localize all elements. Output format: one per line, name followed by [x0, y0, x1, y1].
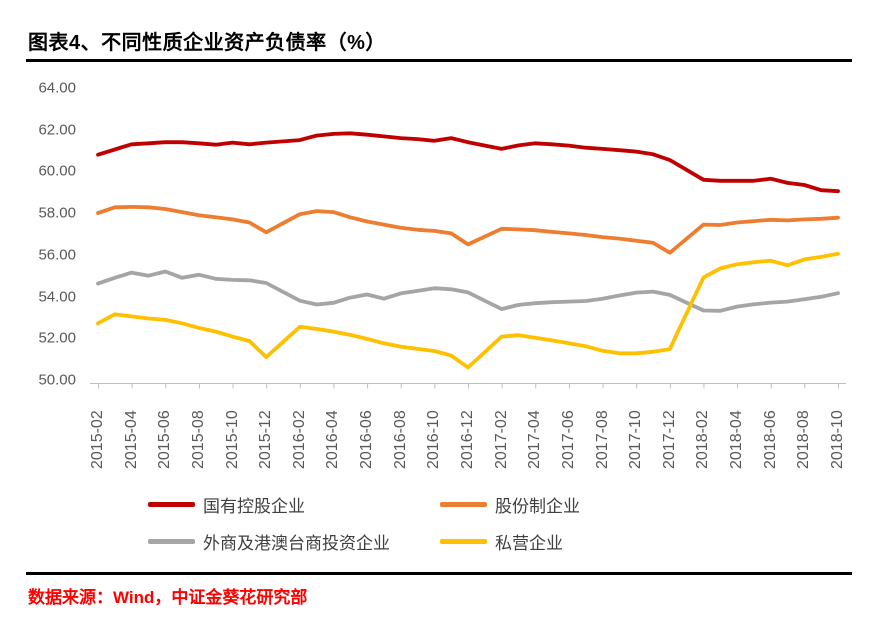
x-axis-label: 2018-06	[761, 410, 779, 469]
chart-title: 图表4、不同性质企业资产负债率（%）	[28, 32, 386, 54]
chart-legend: 国有控股企业 股份制企业外商及港澳台商投资企业 私营企业	[148, 492, 580, 554]
x-axis-label: 2015-08	[189, 410, 207, 469]
legend-swatch-state-owned	[148, 502, 195, 507]
x-axis-label: 2015-02	[89, 410, 106, 469]
x-axis-label: 2015-04	[122, 410, 140, 469]
x-axis-label: 2015-10	[223, 410, 241, 469]
x-axis-label: 2015-06	[156, 410, 174, 469]
x-axis-label: 2016-12	[459, 410, 476, 469]
y-axis-label: 56.00	[38, 246, 76, 264]
x-axis-label: 2017-12	[660, 410, 678, 469]
series-line-joint-stock	[96, 204, 840, 255]
legend-label: 外商及港澳台商投资企业	[203, 534, 390, 553]
x-axis-label: 2017-02	[492, 410, 510, 469]
x-axis-label: 2016-10	[425, 410, 443, 469]
x-axis-label: 2018-02	[694, 410, 712, 469]
legend-swatch-foreign-hmt	[148, 539, 195, 544]
x-axis-label: 2016-04	[324, 410, 342, 469]
y-axis-label: 50.00	[38, 371, 76, 389]
legend-label: 股份制企业	[495, 497, 580, 516]
x-axis-label: 2017-04	[526, 410, 544, 469]
legend-label: 国有控股企业	[203, 497, 305, 516]
divider-rule	[26, 572, 852, 575]
y-axis-label: 60.00	[38, 162, 76, 180]
x-axis-label: 2016-06	[358, 410, 376, 469]
x-axis-label: 2017-08	[593, 410, 611, 469]
series-line-private	[96, 251, 840, 370]
y-axis-label: 64.00	[38, 79, 76, 97]
legend-item-joint-stock: 股份制企业	[440, 492, 580, 517]
series-line-state-owned	[96, 131, 840, 194]
x-axis-label: 2018-04	[728, 410, 746, 469]
x-axis-label: 2018-08	[795, 410, 813, 469]
legend-item-private: 私营企业	[440, 529, 580, 554]
y-axis-label: 58.00	[38, 204, 76, 222]
y-axis-label: 54.00	[38, 288, 76, 306]
x-axis-label: 2016-02	[290, 410, 308, 469]
legend-swatch-joint-stock	[440, 502, 487, 507]
legend-item-foreign-hmt: 外商及港澳台商投资企业	[148, 529, 440, 554]
x-axis-label: 2018-10	[829, 410, 846, 469]
x-axis-label: 2017-06	[559, 410, 577, 469]
legend-swatch-private	[440, 539, 487, 544]
y-axis-label: 62.00	[38, 121, 76, 139]
legend-label: 私营企业	[495, 534, 563, 553]
series-line-foreign-hmt	[96, 269, 840, 313]
legend-item-state-owned: 国有控股企业	[148, 492, 440, 517]
x-axis-label: 2016-08	[391, 410, 409, 469]
x-axis-label: 2015-12	[257, 410, 275, 469]
title-rule	[26, 59, 852, 62]
y-axis-label: 52.00	[38, 329, 76, 347]
source-note: 数据来源：Wind，中证金葵花研究部	[28, 588, 308, 607]
x-axis-label: 2017-10	[627, 410, 645, 469]
